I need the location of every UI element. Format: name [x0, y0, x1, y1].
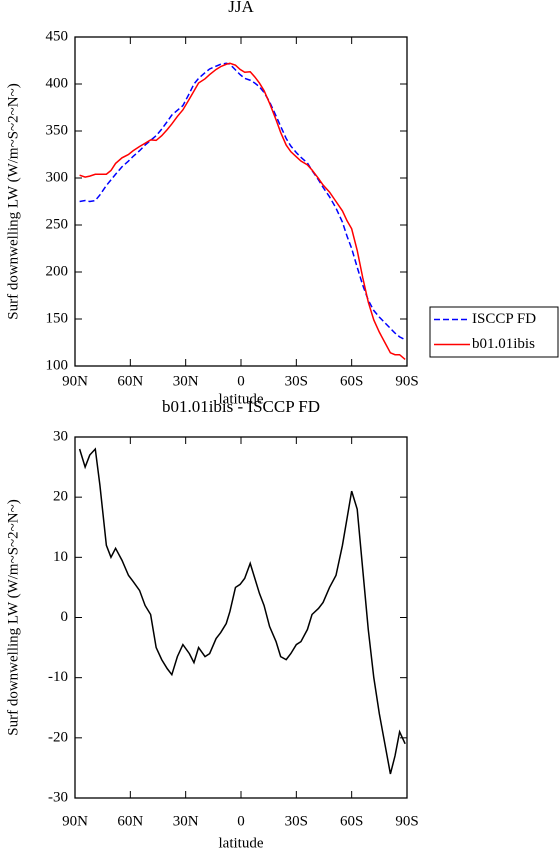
x-tick-label: 90S	[395, 813, 418, 829]
panel: JJA latitude Surf downwelling LW (W/m~S~2~…	[5, 0, 559, 407]
y-tick-label: 0	[61, 609, 69, 625]
plot-frame	[74, 36, 408, 367]
x-tick-label: 0	[237, 373, 245, 389]
y-tick-label: 30	[53, 428, 68, 444]
y-axis-label: Surf downwelling LW (W/m~S~2~N~)	[5, 499, 21, 735]
y-tick-label: -20	[48, 729, 68, 745]
x-tick-label: 30S	[285, 813, 308, 829]
y-tick-label: 200	[46, 263, 69, 279]
y-axis-label: Surf downwelling LW (W/m~S~2~N~)	[5, 83, 21, 319]
x-tick-label: 0	[237, 813, 245, 829]
y-tick-label: 150	[46, 310, 69, 326]
x-tick-label: 60S	[340, 813, 363, 829]
y-tick-label: 350	[46, 122, 69, 138]
legend-box	[429, 306, 559, 358]
x-tick-label: 60N	[117, 813, 143, 829]
y-tick-label: -30	[48, 789, 68, 805]
x-tick-label: 30S	[285, 373, 308, 389]
x-axis-label: latitude	[219, 835, 264, 851]
x-tick-label: 30N	[173, 373, 199, 389]
panel: b01.01ibis - ISCCP FD latitude Surf downwe…	[5, 397, 418, 851]
data-line	[78, 447, 406, 775]
y-tick-label: 450	[46, 28, 69, 44]
x-tick-label: 60N	[117, 373, 143, 389]
y-tick-label: 250	[46, 216, 69, 232]
data-line	[79, 62, 406, 341]
legend-label: b01.01ibis	[472, 336, 535, 352]
x-tick-label: 30N	[173, 813, 199, 829]
x-tick-label: 90N	[62, 373, 88, 389]
legend-label: ISCCP FD	[472, 311, 536, 327]
y-tick-label: -10	[48, 669, 68, 685]
y-tick-label: 400	[46, 75, 69, 91]
panel-title: JJA	[228, 0, 254, 16]
y-tick-label: 10	[53, 549, 68, 565]
x-axis-label: latitude	[219, 391, 264, 407]
y-tick-label: 300	[46, 169, 69, 185]
x-tick-label: 60S	[340, 373, 363, 389]
x-tick-label: 90N	[62, 813, 88, 829]
panel-title: b01.01ibis - ISCCP FD	[162, 397, 320, 416]
y-tick-label: 20	[53, 489, 68, 505]
plot-frame	[74, 436, 408, 799]
data-line	[79, 62, 406, 360]
x-tick-label: 90S	[395, 373, 418, 389]
y-tick-label: 100	[46, 357, 69, 373]
